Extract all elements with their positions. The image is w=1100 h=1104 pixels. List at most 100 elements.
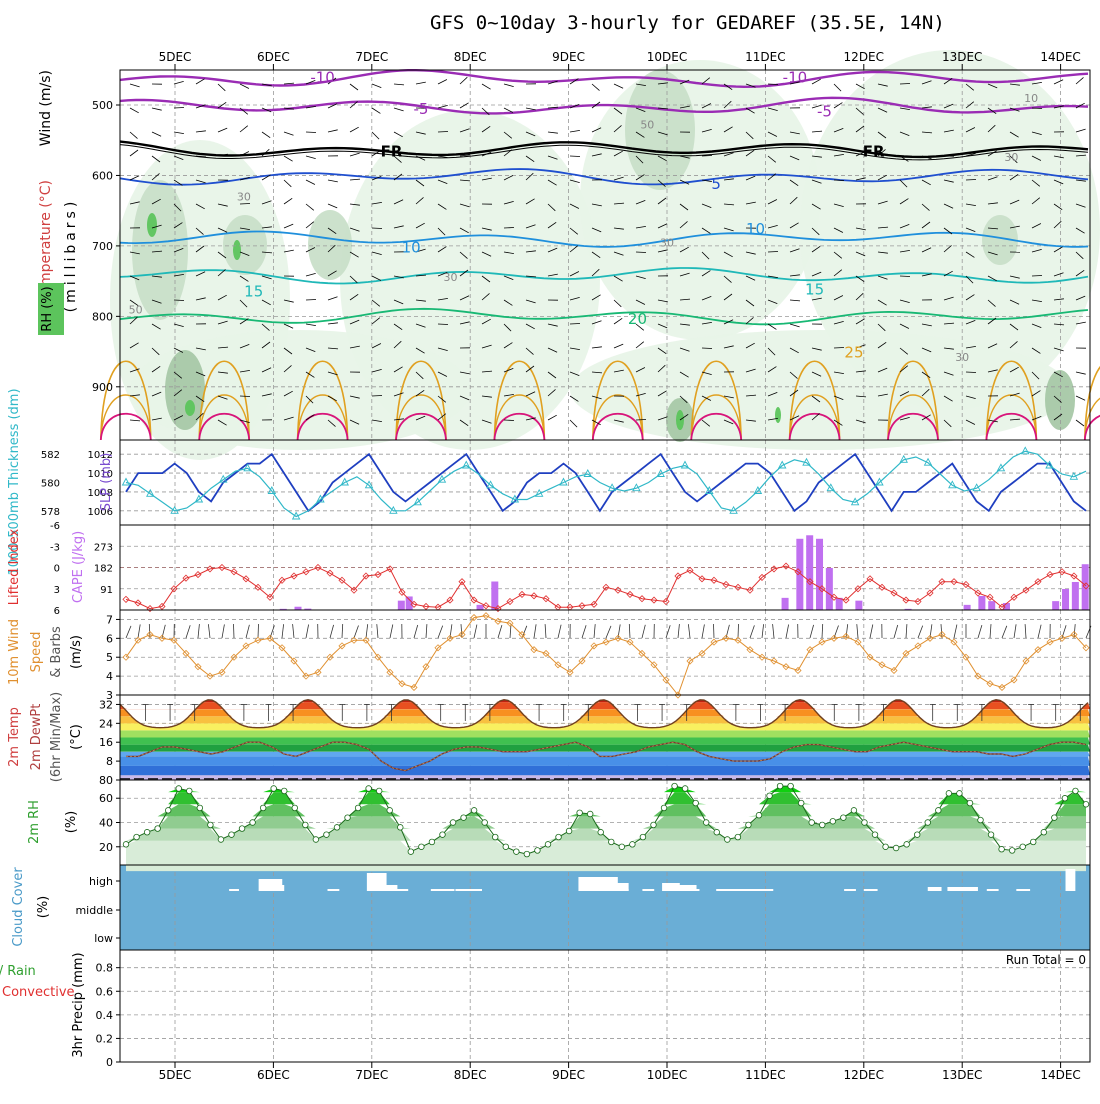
rh-marker	[914, 832, 920, 838]
cloud-high-bar	[642, 889, 654, 891]
rh-contour-label: 30	[237, 191, 251, 204]
rh-area-band	[126, 786, 1086, 792]
wind-barb	[768, 84, 778, 85]
temperature-contour-label: -10	[310, 69, 335, 87]
rh-contour-label: 30	[955, 351, 969, 364]
temperature-contour-diurnal	[1085, 414, 1100, 440]
rh-shading	[223, 215, 267, 275]
rh-tick-label: 60	[99, 792, 113, 805]
wind-barb	[196, 79, 205, 84]
wind-barb	[416, 82, 426, 84]
lifted-index-tick-label: 3	[54, 585, 60, 596]
rh-area-band	[126, 804, 1086, 816]
rh-marker	[756, 812, 762, 818]
surface-wind-barb	[954, 625, 957, 638]
rh-marker	[461, 815, 467, 821]
surface-wind-barb	[857, 624, 858, 638]
temperature-contour-label: 20	[628, 310, 647, 328]
cloud-middle-bar	[1090, 916, 1100, 919]
rh-contour-label: 30	[1004, 151, 1018, 164]
temperature-band	[120, 716, 1090, 723]
rh-tick-label: 40	[99, 817, 113, 830]
surface-wind-barb	[714, 624, 715, 638]
surface-wind-barb	[138, 624, 140, 638]
wind-barb	[372, 132, 379, 139]
x-tick-label-bottom: 7DEC	[355, 1068, 388, 1082]
cloud-high-bar	[431, 889, 455, 891]
temperature-contour-label: -5	[817, 102, 832, 120]
temperature-tick-label: 80	[99, 774, 113, 787]
surface-wind-barb	[629, 624, 630, 638]
axis-label-total-rain: Total / Rain	[0, 964, 36, 979]
surface-wind-barb	[990, 624, 991, 638]
surface-wind-barb	[941, 624, 942, 638]
thickness-tick-label: 580	[41, 479, 60, 490]
wind-barb	[702, 348, 712, 349]
cloud-high-bar	[736, 889, 773, 891]
wind-barb	[130, 132, 138, 139]
cloud-high-bar	[928, 887, 942, 891]
rh-marker	[883, 844, 889, 850]
wind-barb	[284, 156, 293, 161]
wind-barb	[834, 180, 844, 181]
temperature-tick-label: 8	[106, 755, 113, 768]
x-tick-label-bottom: 13DEC	[942, 1068, 982, 1082]
x-tick-label-top: 5DEC	[159, 50, 192, 64]
axis-label-2m-dewpoint: 2m DewPt	[29, 704, 44, 771]
rh-marker	[640, 834, 646, 840]
wind-barb	[900, 84, 910, 85]
rh-marker	[777, 783, 783, 789]
wind-barb	[306, 180, 315, 185]
cape-bar	[826, 568, 833, 610]
surface-wind-barb	[534, 624, 536, 638]
thickness-line	[126, 451, 1086, 516]
temperature-contour-label: 10	[746, 220, 765, 238]
x-tick-label-top: 7DEC	[355, 50, 388, 64]
surface-wind-barb	[810, 625, 814, 638]
rh-marker	[535, 848, 541, 854]
wind-barb	[1032, 276, 1042, 277]
cape-bar	[988, 601, 995, 610]
surface-wind-barb	[208, 624, 210, 638]
x-tick-label-bottom: 8DEC	[454, 1068, 487, 1082]
wind-tick-label: 6	[106, 632, 113, 645]
precip-tick-label: 0	[106, 1056, 113, 1069]
rh-marker	[577, 810, 583, 816]
surface-wind-barb	[377, 624, 378, 638]
surface-wind-barb	[786, 625, 789, 639]
surface-wind-barb	[126, 626, 131, 638]
surface-wind-barb	[545, 624, 546, 638]
rh-marker	[471, 808, 477, 814]
cloud-high-bar	[1016, 889, 1030, 891]
thickness-marker	[123, 479, 130, 486]
wind-barb	[768, 252, 778, 253]
rh-marker	[134, 834, 140, 840]
cloud-high-bar	[328, 889, 340, 891]
cape-bar	[806, 535, 813, 610]
rh-marker	[397, 825, 403, 831]
surface-wind-barb	[474, 625, 477, 638]
axis-label-temp-unit: (°C)	[69, 724, 84, 750]
rh-marker	[408, 849, 414, 855]
rh-marker	[841, 815, 847, 821]
x-tick-label-bottom: 9DEC	[552, 1068, 585, 1082]
surface-wind-barb	[906, 624, 907, 638]
precip-tick-label: 0.4	[96, 1009, 114, 1022]
surface-wind-barb	[498, 625, 502, 638]
cloud-high-bar	[382, 885, 398, 891]
rh-marker	[334, 825, 340, 831]
axis-label-minmax: (6hr Min/Max)	[49, 692, 64, 782]
surface-wind-barb	[594, 624, 595, 638]
x-tick-label-top: 8DEC	[454, 50, 487, 64]
surface-wind-barb	[978, 625, 982, 638]
surface-wind-barb	[198, 624, 199, 638]
cape-bar	[816, 539, 823, 610]
cloud-tick-label: high	[89, 875, 113, 888]
wind-barb	[284, 132, 294, 135]
cape-tick-label: 182	[94, 564, 113, 575]
rh-marker	[366, 786, 372, 792]
wind-tick-label: 4	[106, 670, 113, 683]
rh-contour-label: 30	[660, 236, 674, 249]
precip-panel-frame	[120, 950, 1090, 1062]
cloud-high-bar	[692, 889, 700, 891]
